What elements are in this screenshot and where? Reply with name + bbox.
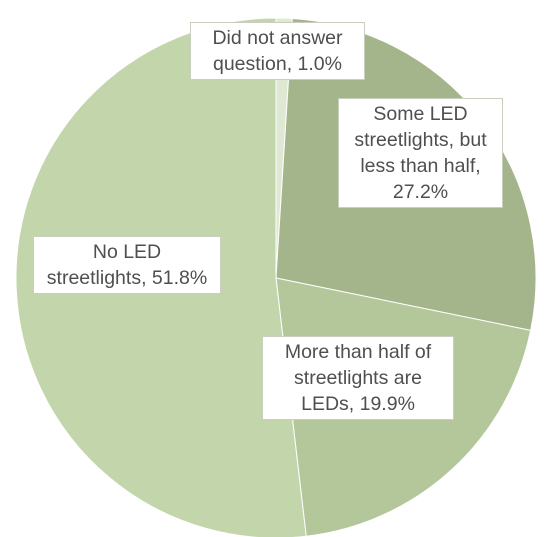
- label-line: Some LED: [373, 103, 468, 125]
- label-line: More than half of: [284, 341, 432, 363]
- label-line: question, 1.0%: [212, 53, 342, 75]
- label-line: streetlights are: [294, 367, 422, 389]
- label-did-not-answer: Did not answer question, 1.0%: [190, 22, 365, 80]
- label-no-led: No LED streetlights, 51.8%: [33, 236, 221, 294]
- label-more-than-half: More than half of streetlights are LEDs, 1…: [262, 336, 454, 420]
- label-line: streetlights, 51.8%: [46, 267, 208, 289]
- label-some-led: Some LED streetlights, but less than half,…: [338, 98, 503, 208]
- label-line: less than half,: [360, 155, 481, 177]
- label-line: LEDs, 19.9%: [301, 393, 415, 415]
- label-line: No LED: [92, 241, 162, 263]
- label-line: streetlights, but: [354, 129, 487, 151]
- label-line: Did not answer: [212, 27, 343, 49]
- label-line: 27.2%: [392, 181, 449, 203]
